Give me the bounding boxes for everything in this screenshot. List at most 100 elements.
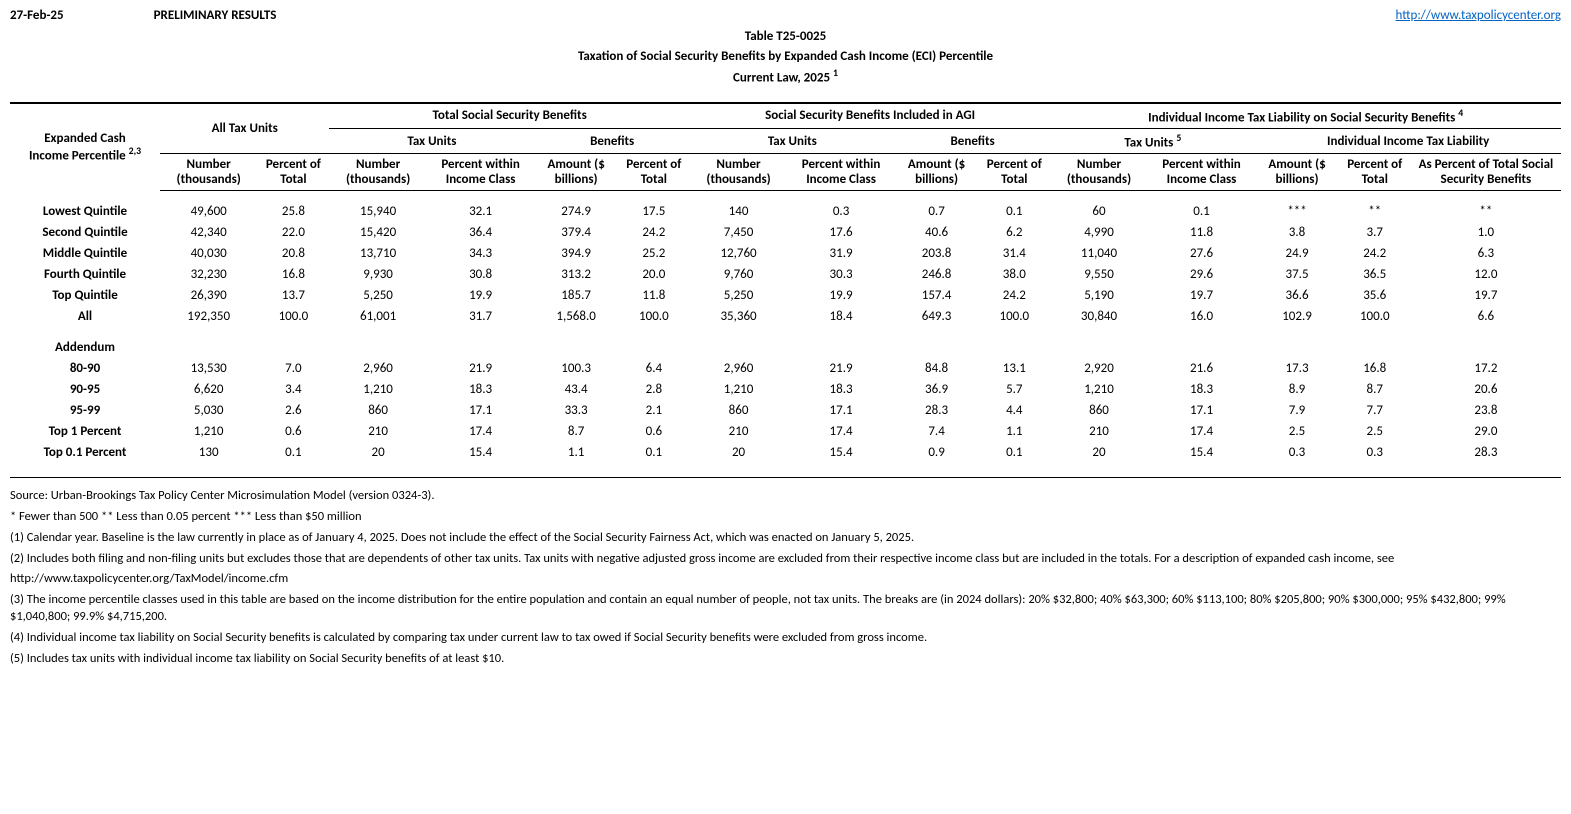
col-hdr-15: As Percent of Total Social Security Bene… <box>1411 154 1561 191</box>
data-cell: 40,030 <box>160 243 257 264</box>
data-cell: 17.6 <box>787 222 895 243</box>
data-table: Expanded Cash Income Percentile 2,3 All … <box>10 102 1561 473</box>
data-cell: 25.2 <box>618 243 690 264</box>
table-row: Lowest Quintile49,60025.815,94032.1274.9… <box>10 201 1561 222</box>
data-cell: 17.4 <box>427 421 535 442</box>
data-cell: 36.4 <box>427 222 535 243</box>
col-hdr-1: Number (thousands) <box>160 154 257 191</box>
sub-tax-units-4: Tax Units 5 <box>1050 129 1255 154</box>
data-cell: 15,940 <box>329 201 426 222</box>
col-hdr-5: Amount ($ billions) <box>534 154 617 191</box>
data-cell: 20 <box>329 442 426 463</box>
sub-tax-units-2: Tax Units <box>329 129 534 154</box>
data-cell: 15.4 <box>427 442 535 463</box>
table-row: Middle Quintile40,03020.813,71034.3394.9… <box>10 243 1561 264</box>
data-cell: 18.3 <box>787 379 895 400</box>
data-cell: 20 <box>690 442 787 463</box>
data-cell: 21.6 <box>1148 358 1256 379</box>
data-cell: 43.4 <box>534 379 617 400</box>
data-cell: 28.3 <box>895 400 978 421</box>
data-cell: 1,210 <box>690 379 787 400</box>
data-cell: 100.3 <box>534 358 617 379</box>
data-cell: 0.1 <box>618 442 690 463</box>
data-cell: 13,530 <box>160 358 257 379</box>
col-hdr-2: Percent of Total <box>257 154 329 191</box>
source-url-link[interactable]: http://www.taxpolicycenter.org <box>1396 8 1561 23</box>
data-cell: 8.7 <box>534 421 617 442</box>
data-cell: 30.8 <box>427 264 535 285</box>
data-cell: 9,550 <box>1050 264 1147 285</box>
data-cell: ** <box>1339 201 1411 222</box>
data-cell: 313.2 <box>534 264 617 285</box>
data-cell: 3.8 <box>1255 222 1338 243</box>
data-cell: 394.9 <box>534 243 617 264</box>
col-hdr-4: Percent within Income Class <box>427 154 535 191</box>
data-cell: 8.7 <box>1339 379 1411 400</box>
data-cell: 17.3 <box>1255 358 1338 379</box>
data-cell: 6,620 <box>160 379 257 400</box>
row-label: Middle Quintile <box>10 243 160 264</box>
data-cell: 32.1 <box>427 201 535 222</box>
data-cell: 0.6 <box>257 421 329 442</box>
data-cell: 210 <box>690 421 787 442</box>
data-cell: 28.3 <box>1411 442 1561 463</box>
data-cell: 1,210 <box>160 421 257 442</box>
data-cell: 140 <box>690 201 787 222</box>
data-cell: 5.7 <box>978 379 1050 400</box>
data-cell: 18.4 <box>787 306 895 327</box>
data-cell: 20 <box>1050 442 1147 463</box>
data-cell: 860 <box>690 400 787 421</box>
data-cell: 5,030 <box>160 400 257 421</box>
data-cell: 35,360 <box>690 306 787 327</box>
data-cell: 12,760 <box>690 243 787 264</box>
data-cell: 17.4 <box>787 421 895 442</box>
data-cell: 21.9 <box>427 358 535 379</box>
addendum-label: Addendum <box>10 337 160 358</box>
data-cell: 860 <box>329 400 426 421</box>
data-cell: 7,450 <box>690 222 787 243</box>
col-hdr-7: Number (thousands) <box>690 154 787 191</box>
data-cell: 379.4 <box>534 222 617 243</box>
sub-tax-units-3: Tax Units <box>690 129 895 154</box>
data-cell: 18.3 <box>427 379 535 400</box>
group-all-tax-units: All Tax Units <box>160 103 329 154</box>
table-row: All192,350100.061,00131.71,568.0100.035,… <box>10 306 1561 327</box>
table-row: 90-956,6203.41,21018.343.42.81,21018.336… <box>10 379 1561 400</box>
data-cell: 21.9 <box>787 358 895 379</box>
data-cell: 20.0 <box>618 264 690 285</box>
top-left: 27-Feb-25 PRELIMINARY RESULTS <box>10 8 276 23</box>
data-cell: 13.1 <box>978 358 1050 379</box>
data-cell: 2,960 <box>329 358 426 379</box>
title-main: Taxation of Social Security Benefits by … <box>10 47 1561 67</box>
data-cell: 16.8 <box>1339 358 1411 379</box>
data-cell: 25.8 <box>257 201 329 222</box>
data-cell: 13.7 <box>257 285 329 306</box>
data-cell: 60 <box>1050 201 1147 222</box>
group-ss-in-agi: Social Security Benefits Included in AGI <box>690 103 1050 129</box>
col-hdr-3: Number (thousands) <box>329 154 426 191</box>
data-cell: 35.6 <box>1339 285 1411 306</box>
table-row: Top 1 Percent1,2100.621017.48.70.621017.… <box>10 421 1561 442</box>
table-row: Top Quintile26,39013.75,25019.9185.711.8… <box>10 285 1561 306</box>
data-cell: 210 <box>1050 421 1147 442</box>
col-hdr-6: Percent of Total <box>618 154 690 191</box>
data-cell: 6.2 <box>978 222 1050 243</box>
data-cell: 17.2 <box>1411 358 1561 379</box>
row-label: All <box>10 306 160 327</box>
group-total-ss-benefits: Total Social Security Benefits <box>329 103 689 129</box>
row-label: 90-95 <box>10 379 160 400</box>
data-cell: 16.0 <box>1148 306 1256 327</box>
data-cell: 7.4 <box>895 421 978 442</box>
data-cell: 0.6 <box>618 421 690 442</box>
data-cell: 210 <box>329 421 426 442</box>
col-hdr-10: Percent of Total <box>978 154 1050 191</box>
data-cell: 0.3 <box>787 201 895 222</box>
row-label: Top 1 Percent <box>10 421 160 442</box>
table-row: 95-995,0302.686017.133.32.186017.128.34.… <box>10 400 1561 421</box>
footnote-1: (1) Calendar year. Baseline is the law c… <box>10 530 1561 547</box>
data-cell: 11,040 <box>1050 243 1147 264</box>
table-row: Fourth Quintile32,23016.89,93030.8313.22… <box>10 264 1561 285</box>
row-label: Fourth Quintile <box>10 264 160 285</box>
data-cell: 13,710 <box>329 243 426 264</box>
data-cell: 0.1 <box>1148 201 1256 222</box>
